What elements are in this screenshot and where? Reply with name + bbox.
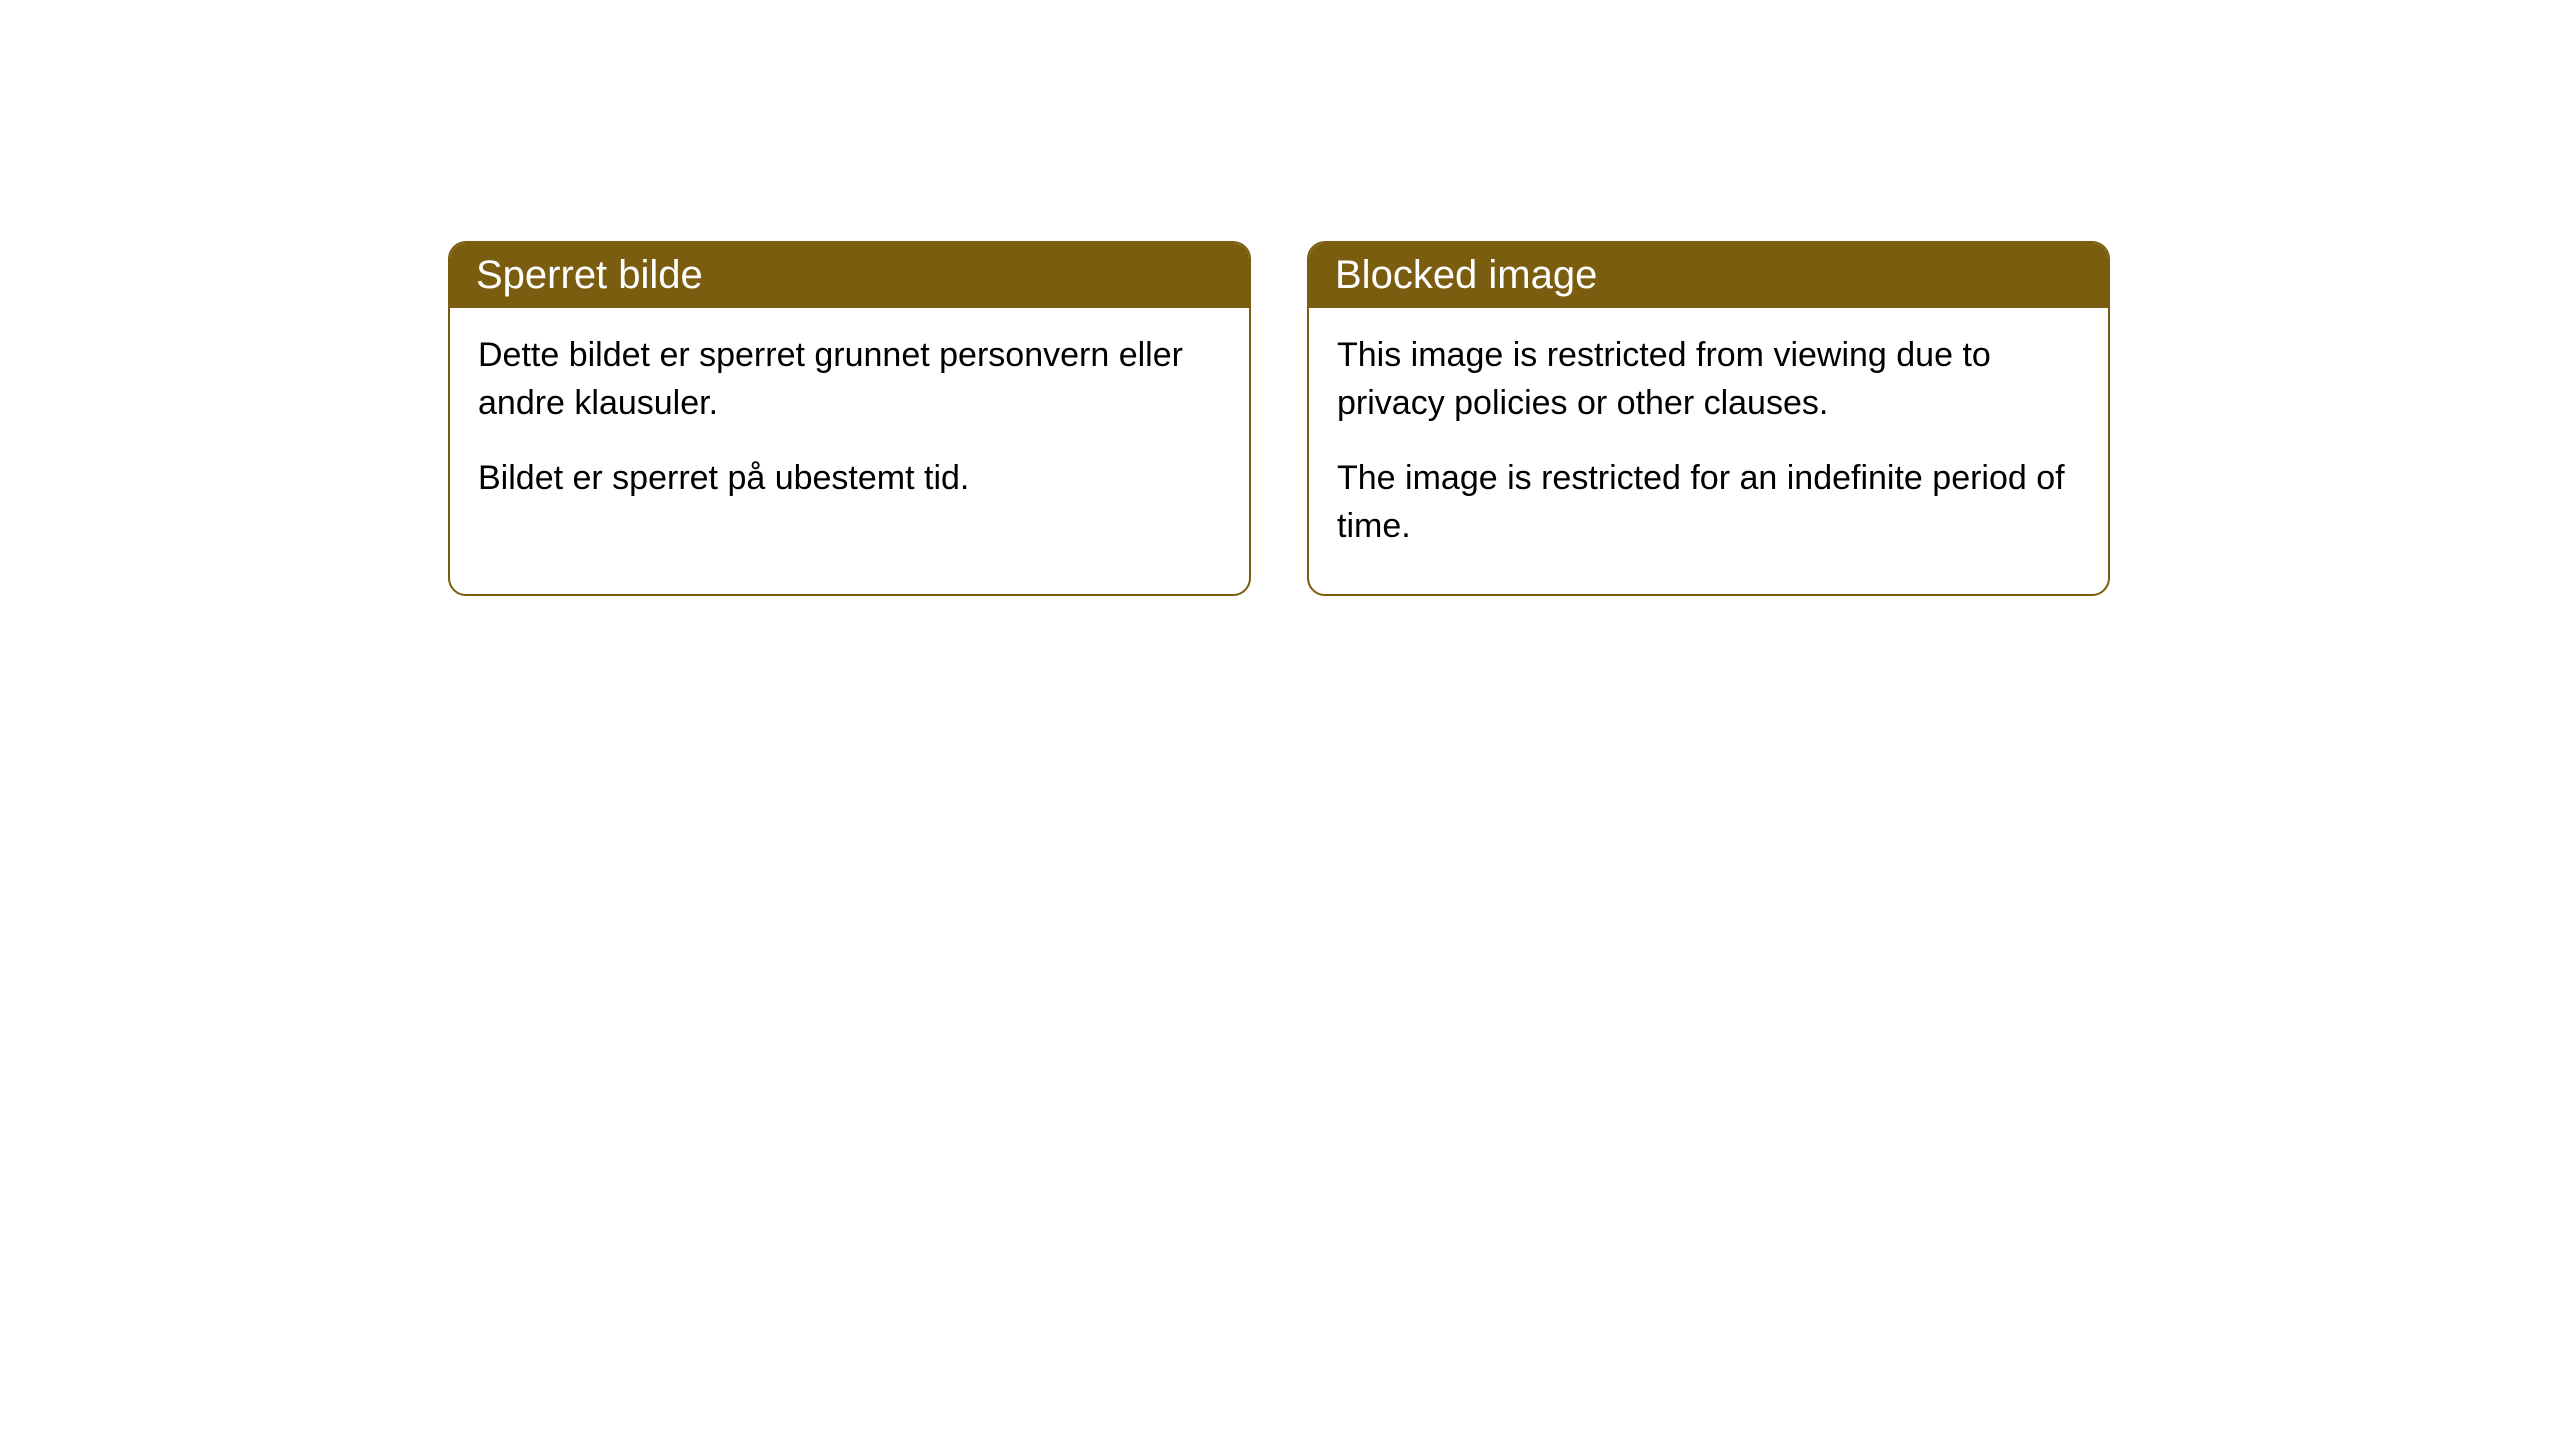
card-header-norwegian: Sperret bilde xyxy=(450,243,1249,308)
card-paragraph-1-norwegian: Dette bildet er sperret grunnet personve… xyxy=(478,332,1221,427)
card-paragraph-2-norwegian: Bildet er sperret på ubestemt tid. xyxy=(478,455,1221,503)
notice-cards-container: Sperret bilde Dette bildet er sperret gr… xyxy=(448,241,2110,596)
card-header-english: Blocked image xyxy=(1309,243,2108,308)
card-title-english: Blocked image xyxy=(1335,253,1597,297)
card-paragraph-1-english: This image is restricted from viewing du… xyxy=(1337,332,2080,427)
card-body-norwegian: Dette bildet er sperret grunnet personve… xyxy=(450,308,1249,547)
card-title-norwegian: Sperret bilde xyxy=(476,253,703,297)
blocked-image-card-norwegian: Sperret bilde Dette bildet er sperret gr… xyxy=(448,241,1251,596)
card-paragraph-2-english: The image is restricted for an indefinit… xyxy=(1337,455,2080,550)
blocked-image-card-english: Blocked image This image is restricted f… xyxy=(1307,241,2110,596)
card-body-english: This image is restricted from viewing du… xyxy=(1309,308,2108,594)
